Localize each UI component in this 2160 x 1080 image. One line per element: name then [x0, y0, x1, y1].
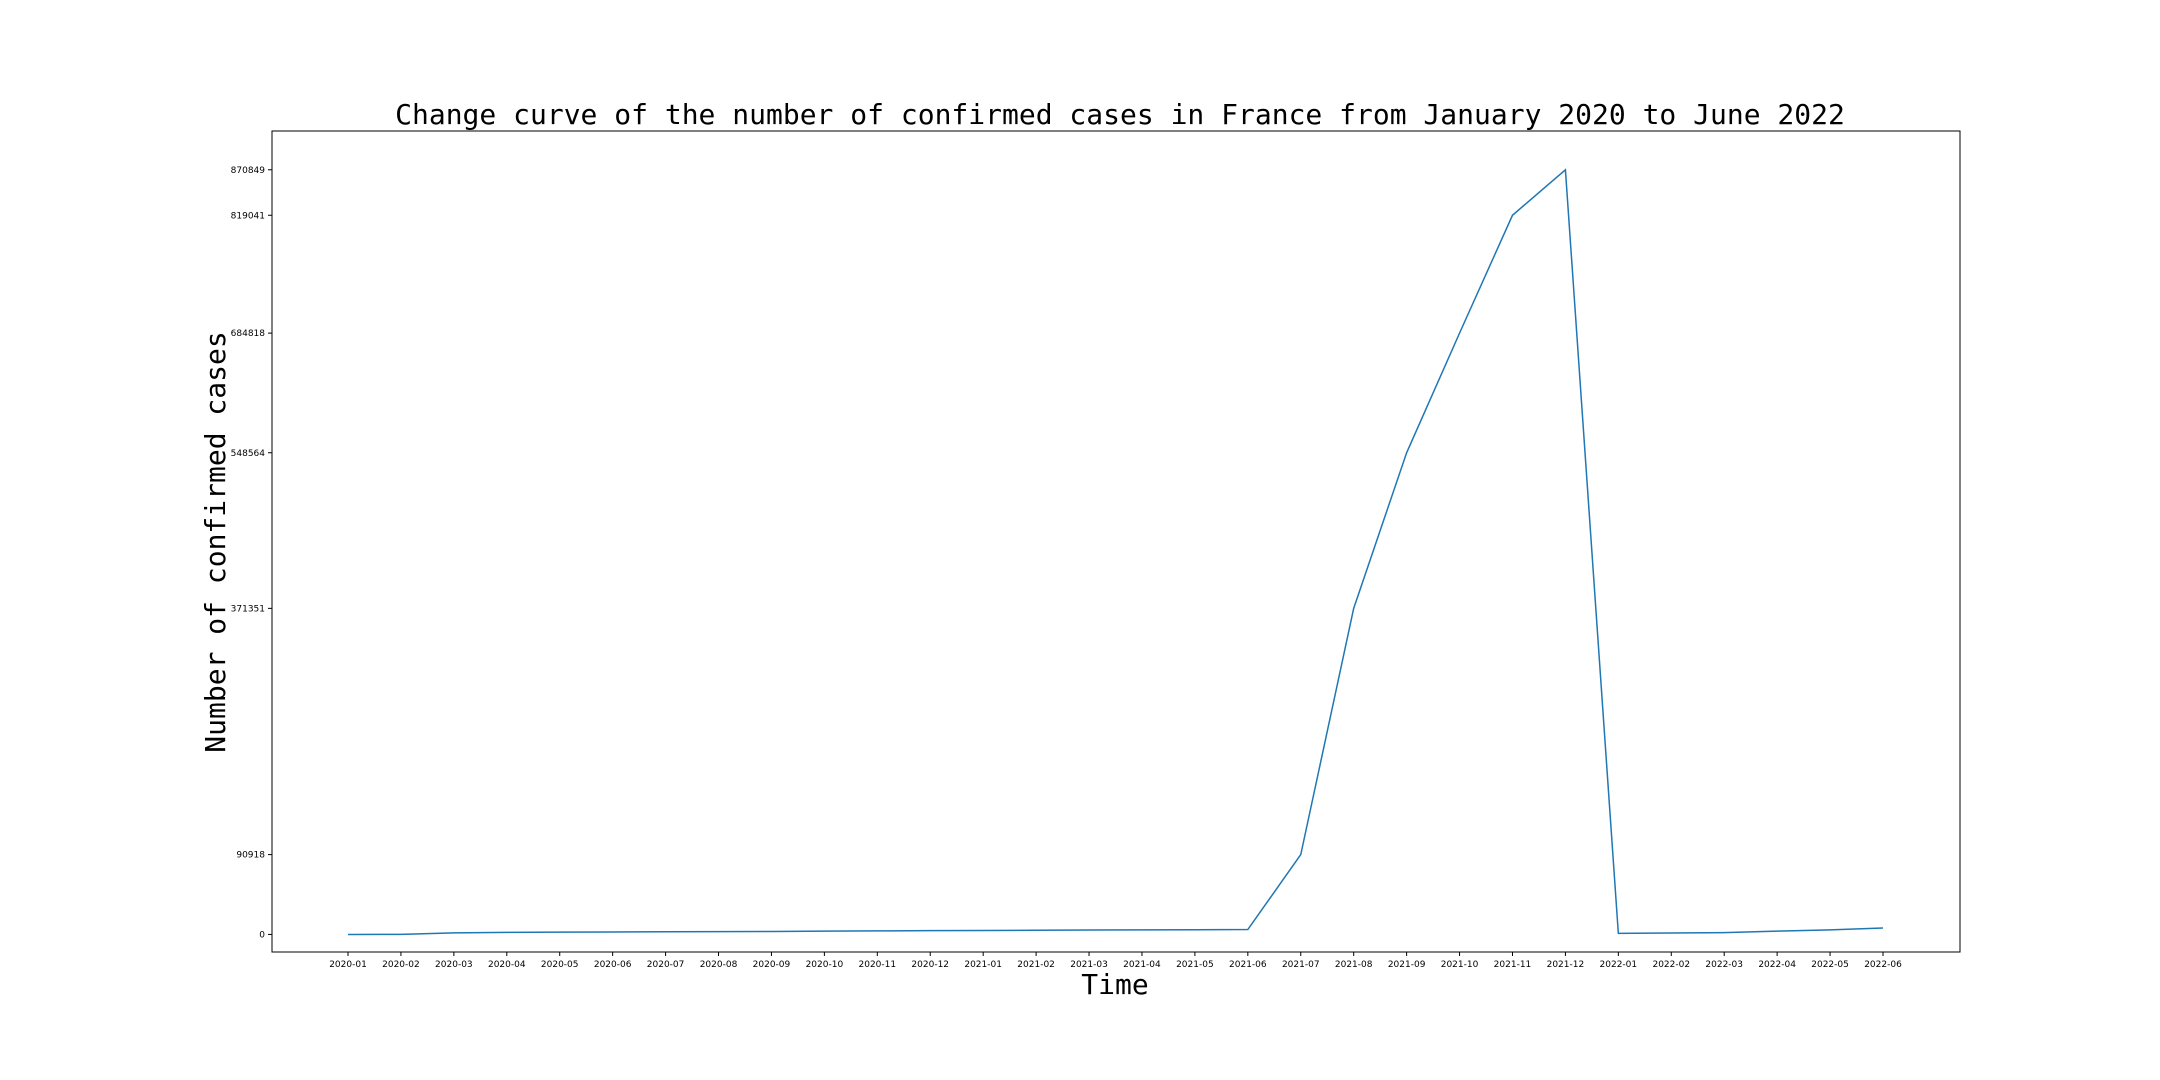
- x-tick-label: 2021-05: [1176, 960, 1214, 970]
- x-tick-label: 2020-07: [647, 960, 685, 970]
- chart-title: Change curve of the number of confirmed …: [395, 98, 1845, 131]
- x-tick-label: 2021-04: [1123, 960, 1161, 970]
- x-tick-label: 2021-12: [1547, 960, 1585, 970]
- y-tick-label: 684818: [231, 329, 266, 339]
- x-tick-label: 2020-11: [859, 960, 897, 970]
- x-tick-label: 2020-06: [594, 960, 632, 970]
- x-tick-label: 2020-08: [700, 960, 738, 970]
- y-tick-label: 548564: [231, 449, 266, 459]
- x-tick-label: 2020-04: [488, 960, 526, 970]
- x-tick-label: 2021-11: [1494, 960, 1532, 970]
- x-axis-ticks: 2020-01 2020-02 2020-03 2020-04 2020-05 2020-…: [329, 952, 1902, 970]
- y-tick-label: 819041: [231, 211, 265, 221]
- series-line: [347, 168, 1884, 936]
- x-tick-label: 2022-02: [1652, 960, 1690, 970]
- y-tick-label: 371351: [231, 604, 265, 614]
- x-tick-label: 2020-10: [806, 960, 844, 970]
- y-axis-label: Number of confirmed cases: [199, 331, 232, 752]
- x-tick-label: 2020-12: [911, 960, 949, 970]
- x-axis-label: Time: [1081, 968, 1148, 1001]
- x-tick-label: 2022-01: [1600, 960, 1638, 970]
- y-tick-label: 870849: [231, 166, 266, 176]
- x-tick-label: 2021-10: [1441, 960, 1479, 970]
- x-tick-label: 2020-01: [329, 960, 367, 970]
- y-tick-label: 90918: [236, 851, 265, 861]
- x-tick-label: 2020-05: [541, 960, 579, 970]
- x-tick-label: 2021-01: [964, 960, 1002, 970]
- x-tick-label: 2020-02: [382, 960, 420, 970]
- x-tick-label: 2021-02: [1017, 960, 1055, 970]
- x-tick-label: 2022-03: [1705, 960, 1743, 970]
- x-tick-label: 2021-08: [1335, 960, 1373, 970]
- x-tick-label: 2022-05: [1811, 960, 1849, 970]
- y-tick-label: 0: [259, 930, 265, 940]
- x-tick-label: 2020-09: [753, 960, 791, 970]
- x-tick-label: 2022-06: [1864, 960, 1902, 970]
- y-axis-ticks: 0 90918 371351 548564 684818 819041 870849: [231, 166, 272, 940]
- x-tick-label: 2020-03: [435, 960, 473, 970]
- plot-area-frame: [271, 130, 1961, 953]
- x-tick-label: 2021-03: [1070, 960, 1108, 970]
- x-tick-label: 2021-09: [1388, 960, 1426, 970]
- x-tick-label: 2022-04: [1758, 960, 1796, 970]
- x-tick-label: 2021-06: [1229, 960, 1267, 970]
- x-tick-label: 2021-07: [1282, 960, 1320, 970]
